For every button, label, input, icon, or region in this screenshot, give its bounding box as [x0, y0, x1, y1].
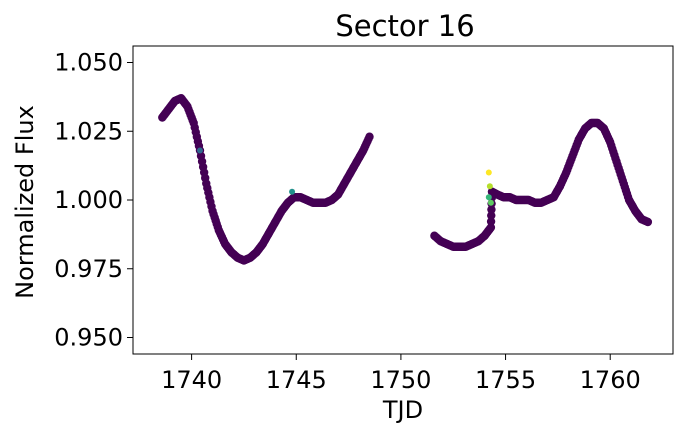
y-tick-label: 1.000 — [54, 186, 123, 214]
outlier-point — [196, 147, 203, 154]
outlier-point — [486, 183, 493, 190]
data-point — [365, 132, 374, 141]
outlier-point — [487, 199, 494, 206]
data-points — [158, 94, 653, 265]
x-axis-label: TJD — [382, 396, 423, 424]
outlier-point — [485, 194, 492, 201]
x-tick-label: 1750 — [370, 366, 431, 394]
y-tick-label: 1.025 — [54, 117, 123, 145]
data-point — [487, 205, 496, 214]
x-tick-label: 1755 — [475, 366, 536, 394]
data-point — [486, 217, 496, 226]
outlier-point — [485, 169, 492, 176]
x-axis-ticks: 1740 1745 1750 1755 1760 — [161, 354, 641, 394]
x-tick-label: 1745 — [266, 366, 327, 394]
x-tick-label: 1740 — [161, 366, 222, 394]
chart-title: Sector 16 — [335, 9, 474, 43]
y-tick-label: 1.050 — [54, 49, 123, 77]
x-tick-label: 1760 — [580, 366, 641, 394]
outlier-point — [289, 188, 296, 195]
y-tick-label: 0.975 — [54, 255, 123, 283]
data-point — [643, 217, 653, 227]
data-point — [486, 223, 496, 232]
y-tick-label: 0.950 — [54, 324, 123, 352]
y-axis-label: Normalized Flux — [11, 105, 39, 299]
data-point — [487, 211, 496, 220]
y-axis-ticks: 0.950 0.975 1.000 1.025 1.050 — [54, 49, 133, 352]
